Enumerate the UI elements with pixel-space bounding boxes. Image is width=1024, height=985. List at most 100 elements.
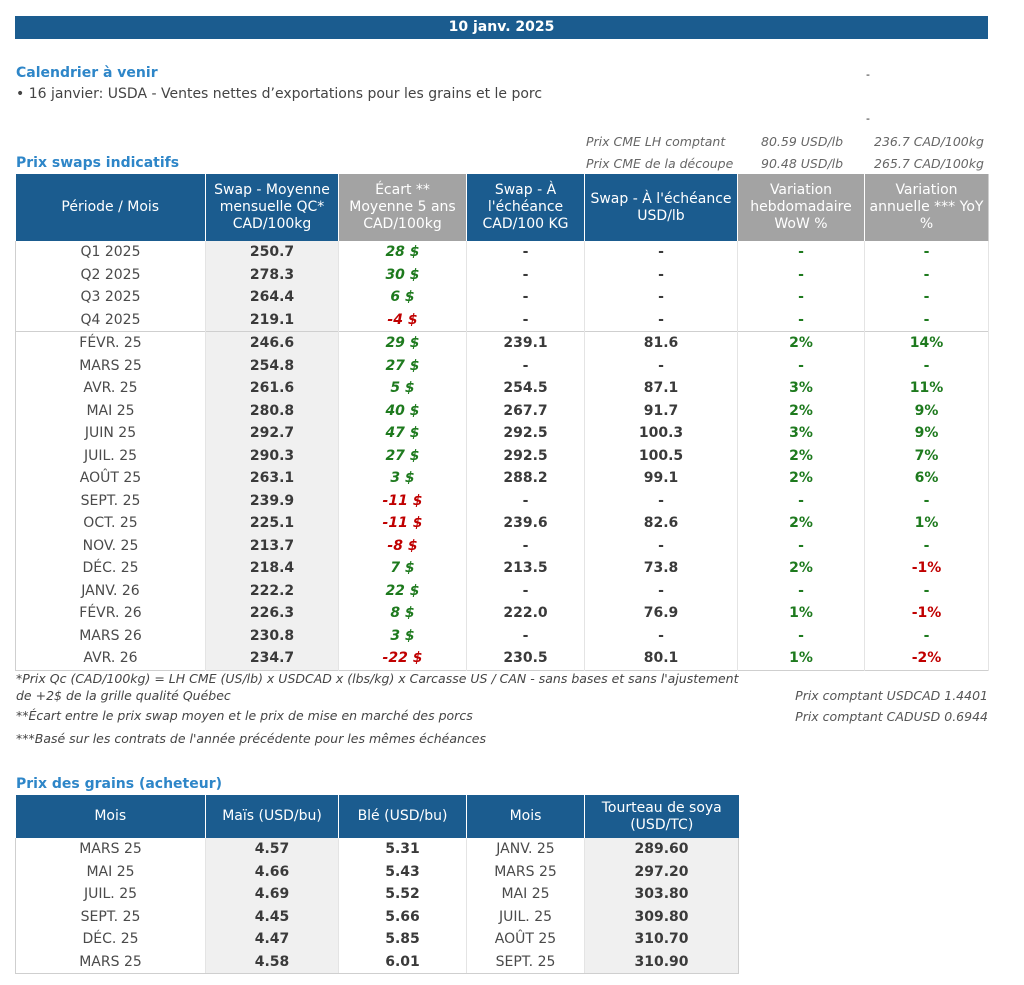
spread-cell: 40 $ xyxy=(338,399,467,422)
table-row: JUIL. 25 290.3 27 $292.5 100.5 2% 7% xyxy=(15,444,989,467)
col-swap-avg-qc: Swap - Moyenne mensuelle QC* CAD/100kg xyxy=(205,174,339,241)
period-cell: FÉVR. 26 xyxy=(15,602,206,625)
yoy-cell: 11% xyxy=(864,377,989,400)
period-cell: MARS 26 xyxy=(15,624,206,647)
swap-usd-cell: - xyxy=(584,489,738,512)
spread-cell: 22 $ xyxy=(338,579,467,602)
table-row: MAI 25 4.66 5.43 MARS 25 297.20 xyxy=(15,860,739,883)
swap-usd-cell: 81.6 xyxy=(584,331,738,355)
table-row: NOV. 25 213.7 -8 $ - - - - xyxy=(15,534,989,557)
table-row: DÉC. 25 4.47 5.85 AOÛT 25 310.70 xyxy=(15,928,739,951)
calendar-dash: - xyxy=(866,68,870,81)
wow-cell: 2% xyxy=(737,512,865,535)
spread-cell: 6 $ xyxy=(338,286,467,309)
spread-cell: 27 $ xyxy=(338,354,467,377)
swap-usd-cell: 87.1 xyxy=(584,377,738,400)
swap-usd-cell: - xyxy=(584,241,738,264)
wow-cell: - xyxy=(737,624,865,647)
table-row: SEPT. 25 4.45 5.66 JUIL. 25 309.80 xyxy=(15,905,739,928)
soy-month-cell: MARS 25 xyxy=(466,860,585,883)
wow-cell: 2% xyxy=(737,467,865,490)
yoy-cell: - xyxy=(864,308,989,332)
spread-cell: 28 $ xyxy=(338,241,467,264)
swap-cad-cell: - xyxy=(466,624,585,647)
swap-avg-cell: 219.1 xyxy=(205,308,339,332)
yoy-cell: - xyxy=(864,579,989,602)
yoy-cell: 7% xyxy=(864,444,989,467)
swap-avg-cell: 292.7 xyxy=(205,422,339,445)
corn-price-cell: 4.69 xyxy=(205,883,339,906)
swap-avg-cell: 264.4 xyxy=(205,286,339,309)
yoy-cell: - xyxy=(864,286,989,309)
period-cell: AVR. 25 xyxy=(15,377,206,400)
table-row: Q1 2025 250.7 28 $ - - - - xyxy=(15,241,989,264)
swap-cad-cell: 222.0 xyxy=(466,602,585,625)
soy-month-cell: MAI 25 xyxy=(466,883,585,906)
corn-price-cell: 4.57 xyxy=(205,838,339,861)
yoy-cell: 1% xyxy=(864,512,989,535)
col-soymeal: Tourteau de soya (USD/TC) xyxy=(584,795,739,838)
swap-usd-cell: 100.5 xyxy=(584,444,738,467)
table-row: JANV. 26 222.2 22 $ - - - - xyxy=(15,579,989,602)
soymeal-price-cell: 310.70 xyxy=(584,928,739,951)
soymeal-price-cell: 310.90 xyxy=(584,950,739,974)
calendar-dash: - xyxy=(866,112,870,125)
period-cell: OCT. 25 xyxy=(15,512,206,535)
cme-lh-label: Prix CME LH comptant xyxy=(586,134,726,149)
table-row: SEPT. 25 239.9 -11 $ - - - - xyxy=(15,489,989,512)
period-cell: AVR. 26 xyxy=(15,647,206,670)
col-wow: Variation hebdomadaire WoW % xyxy=(737,174,865,241)
swaps-table: Période / Mois Swap - Moyenne mensuelle … xyxy=(15,174,989,671)
period-cell: NOV. 25 xyxy=(15,534,206,557)
soy-month-cell: AOÛT 25 xyxy=(466,928,585,951)
wheat-price-cell: 5.85 xyxy=(338,928,467,951)
wow-cell: 1% xyxy=(737,602,865,625)
swap-usd-cell: - xyxy=(584,534,738,557)
wow-cell: 3% xyxy=(737,422,865,445)
yoy-cell: - xyxy=(864,489,989,512)
swap-avg-cell: 234.7 xyxy=(205,647,339,670)
corn-price-cell: 4.45 xyxy=(205,905,339,928)
table-row: AOÛT 25 263.1 3 $288.2 99.1 2% 6% xyxy=(15,467,989,490)
swap-usd-cell: 80.1 xyxy=(584,647,738,670)
cme-lh-usd: 80.59 USD/lb xyxy=(761,134,844,149)
swap-avg-cell: 225.1 xyxy=(205,512,339,535)
swap-avg-cell: 250.7 xyxy=(205,241,339,264)
swap-usd-cell: - xyxy=(584,624,738,647)
swap-avg-cell: 261.6 xyxy=(205,377,339,400)
table-row: JUIN 25 292.7 47 $292.5 100.3 3% 9% xyxy=(15,422,989,445)
swap-cad-cell: - xyxy=(466,579,585,602)
spread-cell: 3 $ xyxy=(338,467,467,490)
cme-lh-cad: 236.7 CAD/100kg xyxy=(874,134,984,149)
yoy-cell: 9% xyxy=(864,399,989,422)
wow-cell: 2% xyxy=(737,444,865,467)
swap-cad-cell: 254.5 xyxy=(466,377,585,400)
cme-cutout-cad: 265.7 CAD/100kg xyxy=(874,156,984,171)
wheat-price-cell: 5.43 xyxy=(338,860,467,883)
yoy-cell: -1% xyxy=(864,602,989,625)
grain-month-cell: MAI 25 xyxy=(15,860,206,883)
col-month-grain: Mois xyxy=(15,795,206,838)
soymeal-price-cell: 303.80 xyxy=(584,883,739,906)
period-cell: MARS 25 xyxy=(15,354,206,377)
fx-usdcad: Prix comptant USDCAD 1.4401 xyxy=(795,688,988,703)
swap-avg-cell: 218.4 xyxy=(205,557,339,580)
swap-avg-cell: 230.8 xyxy=(205,624,339,647)
yoy-cell: - xyxy=(864,263,989,286)
grain-month-cell: SEPT. 25 xyxy=(15,905,206,928)
swap-cad-cell: - xyxy=(466,308,585,332)
table-row: DÉC. 25 218.4 7 $213.5 73.8 2% -1% xyxy=(15,557,989,580)
period-cell: Q1 2025 xyxy=(15,241,206,264)
wow-cell: - xyxy=(737,241,865,264)
swap-usd-cell: 76.9 xyxy=(584,602,738,625)
col-period: Période / Mois xyxy=(15,174,206,241)
corn-price-cell: 4.66 xyxy=(205,860,339,883)
period-cell: JANV. 26 xyxy=(15,579,206,602)
period-cell: FÉVR. 25 xyxy=(15,331,206,355)
swap-cad-cell: 288.2 xyxy=(466,467,585,490)
table-row: MAI 25 280.8 40 $267.7 91.7 2% 9% xyxy=(15,399,989,422)
report-date-bar: 10 janv. 2025 xyxy=(15,16,988,39)
table-row: FÉVR. 25 246.6 29 $239.1 81.6 2% 14% xyxy=(15,331,989,355)
swap-usd-cell: 82.6 xyxy=(584,512,738,535)
swap-cad-cell: 292.5 xyxy=(466,422,585,445)
